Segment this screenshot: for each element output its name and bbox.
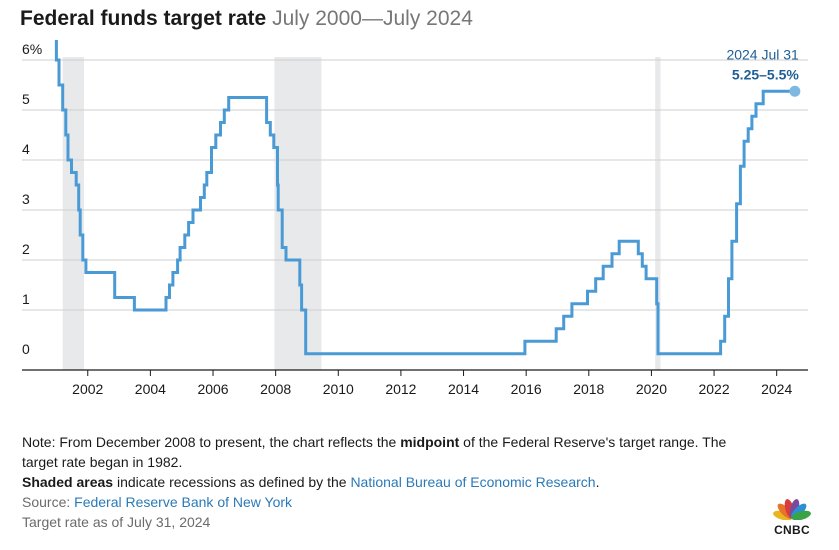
y-tick-label-1: 1: [22, 291, 30, 307]
annotation-value: 5.25–5.5%: [732, 66, 799, 82]
source-link[interactable]: Federal Reserve Bank of New York: [74, 494, 293, 510]
cnbc-logo: CNBC: [770, 494, 814, 537]
note-text-end: of the Federal Reserve's target range. T…: [22, 434, 727, 470]
recession-bands: [62, 57, 661, 370]
annotation-date: 2024 Jul 31: [726, 46, 799, 62]
x-tick-label-2010: 2010: [323, 381, 354, 397]
x-tick-label-2002: 2002: [72, 381, 103, 397]
x-tick-label-2024: 2024: [761, 381, 792, 397]
x-tick-label-2022: 2022: [698, 381, 729, 397]
chart-title: Federal funds target rate July 2000—July…: [20, 6, 473, 32]
x-ticks: 2002 2004 2006 2008 2010 2012 2014 2016 2018 2020…: [72, 370, 792, 397]
source-label: Source:: [22, 494, 75, 510]
recession-band-2: [655, 57, 661, 370]
rate-chart: 0 1 2 3 4 5 6% 2002 2004 2006 2008 2010 2012 2014 201…: [22, 40, 808, 397]
note-bold-midpoint: midpoint: [400, 434, 460, 450]
note-recession-text: indicate recessions as defined by the: [113, 474, 351, 490]
cnbc-wordmark: CNBC: [774, 523, 810, 537]
chart-notes: Note: From December 2008 to present, the…: [22, 432, 762, 532]
source-line: Source: Federal Reserve Bank of New York: [22, 492, 762, 512]
as-of-date: Target rate as of July 31, 2024: [22, 514, 211, 530]
note-midpoint: Note: From December 2008 to present, the…: [22, 432, 762, 472]
y-tick-label-4: 4: [22, 141, 30, 157]
y-tick-label-0: 0: [22, 341, 30, 357]
x-tick-label-2016: 2016: [511, 381, 542, 397]
x-tick-label-2020: 2020: [636, 381, 667, 397]
series-line-0: [54, 40, 795, 356]
x-tick-label-2012: 2012: [385, 381, 416, 397]
latest-rate-annotation: 2024 Jul 31 5.25–5.5%: [726, 46, 799, 82]
note-text: Note: From December 2008 to present, the…: [22, 434, 401, 450]
chart-title-subtitle: July 2000—July 2024: [272, 7, 473, 30]
peacock-icon: [773, 499, 811, 521]
note-period: .: [595, 474, 600, 490]
peacock-feather-5: [791, 510, 811, 521]
y-tick-label-2: 2: [22, 241, 30, 257]
chart-title-main: Federal funds target rate: [20, 7, 267, 30]
nber-link[interactable]: National Bureau of Economic Research: [350, 474, 596, 490]
y-tick-labels: 0 1 2 3 4 5 6%: [22, 41, 42, 357]
x-tick-label-2018: 2018: [573, 381, 604, 397]
rate-series: [54, 40, 801, 356]
y-tick-label-3: 3: [22, 191, 30, 207]
x-tick-label-2008: 2008: [260, 381, 291, 397]
y-gridlines: [22, 59, 808, 311]
note-recessions: Shaded areas indicate recessions as defi…: [22, 472, 762, 492]
x-tick-label-2004: 2004: [135, 381, 166, 397]
note-bold-shaded: Shaded areas: [22, 474, 114, 490]
y-tick-label-5: 5: [22, 91, 30, 107]
x-tick-label-2006: 2006: [197, 381, 228, 397]
y-tick-label-6: 6%: [22, 41, 42, 57]
x-tick-label-2014: 2014: [448, 381, 479, 397]
latest-point-marker: [789, 85, 801, 97]
